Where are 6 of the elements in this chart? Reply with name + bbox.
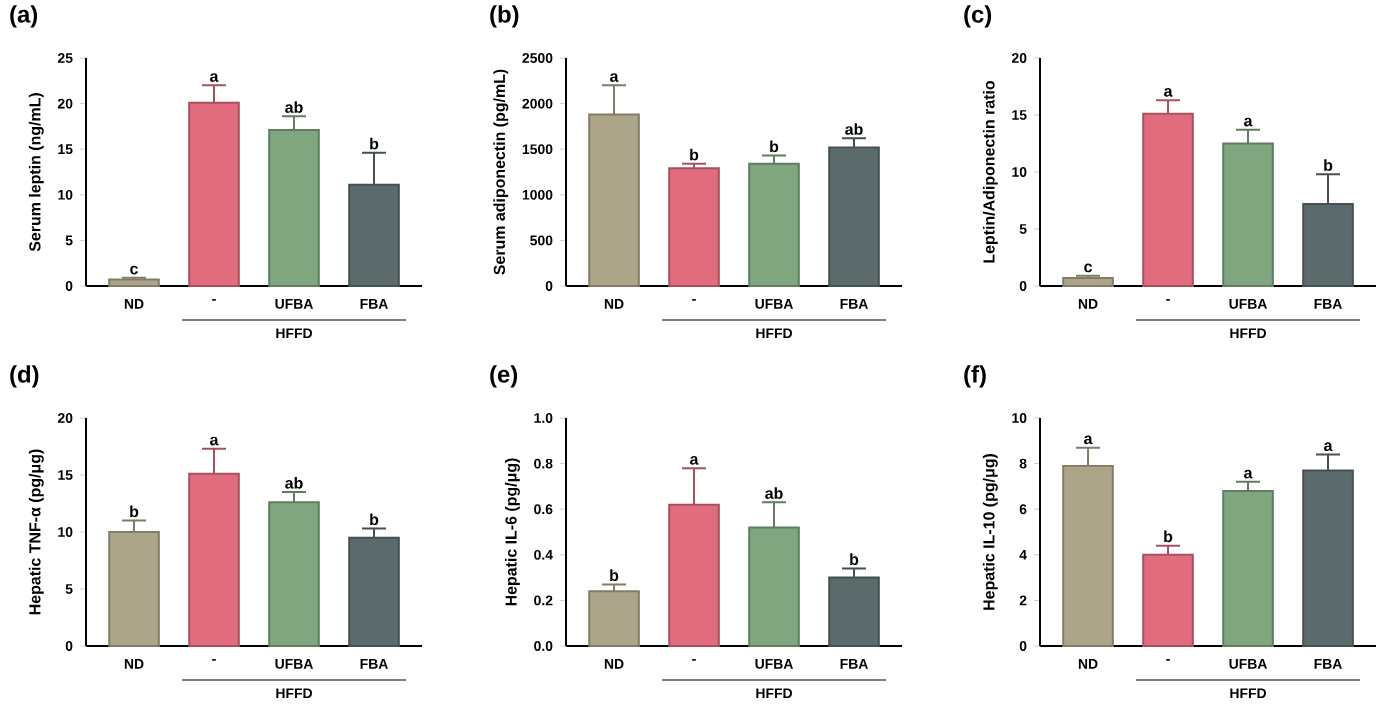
chart-title: (a) bbox=[10, 5, 38, 28]
chart-title: (c) bbox=[964, 5, 992, 28]
chart-title: (f) bbox=[964, 365, 986, 388]
chart-title: (d) bbox=[10, 365, 39, 388]
chart-title: (b) bbox=[490, 5, 519, 28]
chart-title: (e) bbox=[490, 365, 518, 388]
